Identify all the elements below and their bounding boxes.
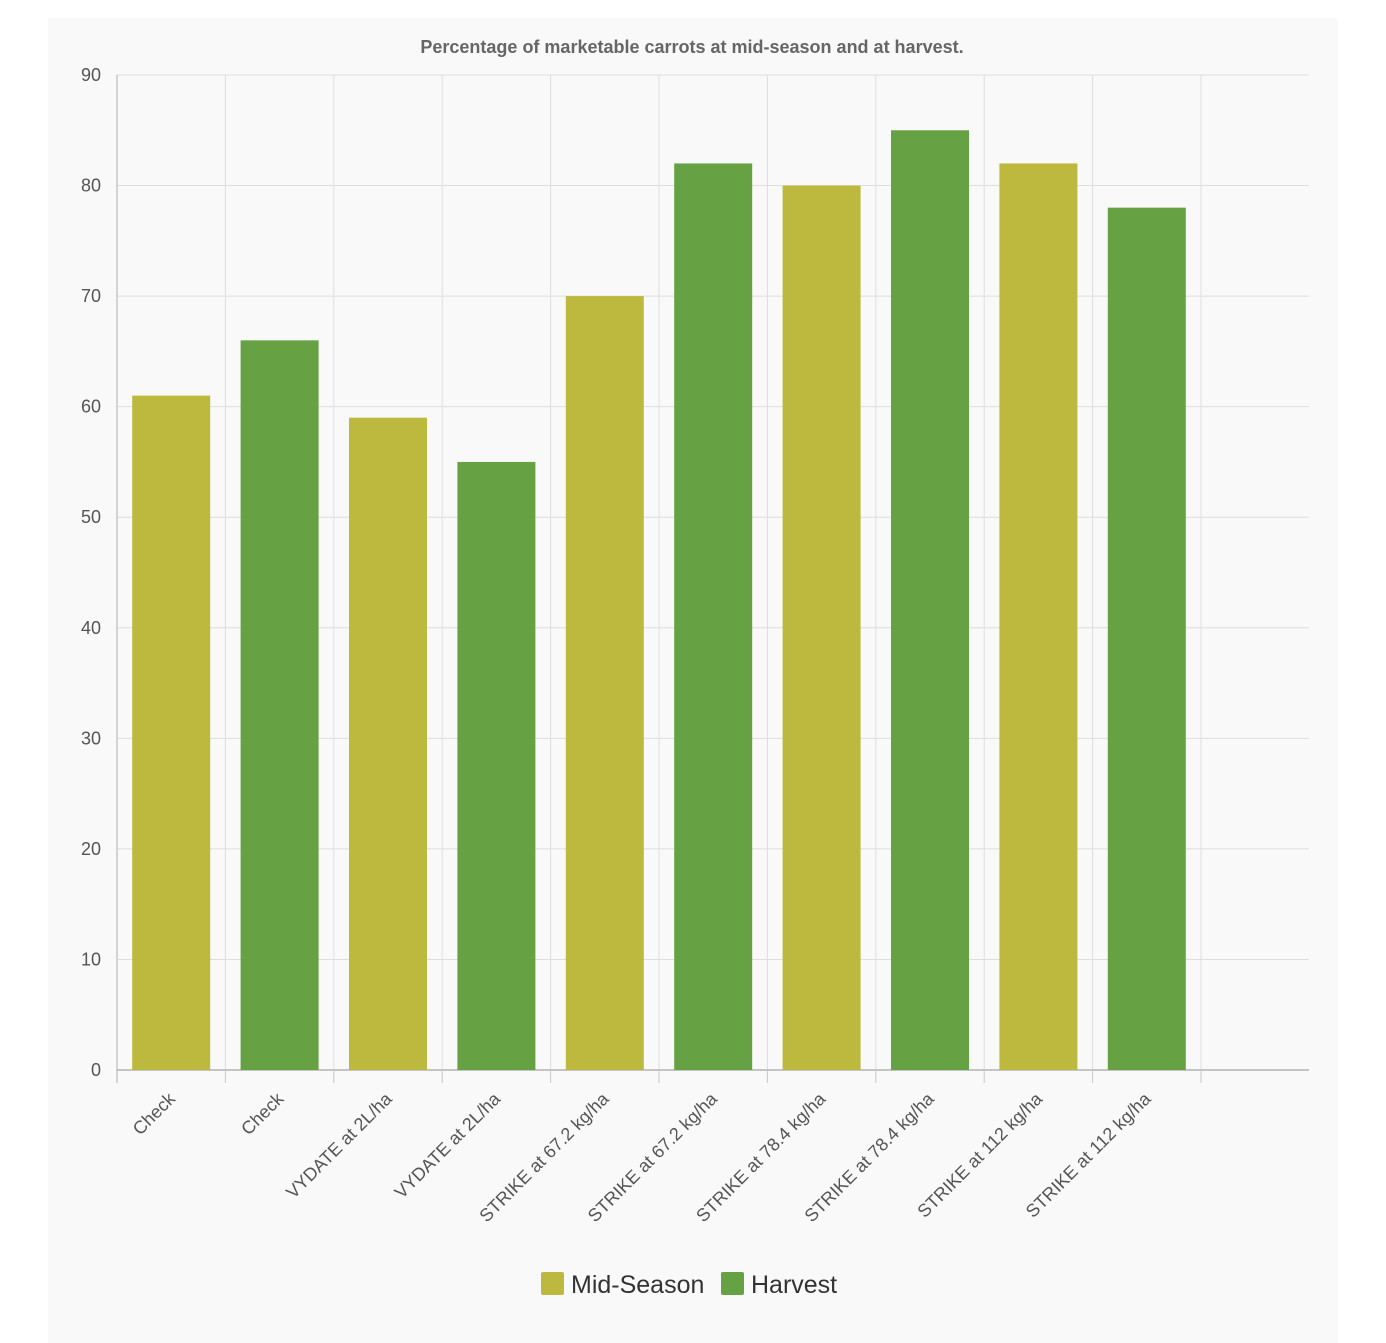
y-tick-label: 80 — [81, 176, 101, 196]
y-tick-label: 20 — [81, 839, 101, 859]
y-tick-label: 50 — [81, 507, 101, 527]
bar-harvest[interactable] — [457, 461, 536, 1070]
x-tick-label: STRIKE at 112 kg/ha — [1022, 1088, 1155, 1221]
legend: Mid-Season Harvest — [541, 1271, 837, 1299]
legend-swatch-harvest — [721, 1272, 744, 1295]
bars — [132, 130, 1186, 1071]
bar-mid-season[interactable] — [565, 296, 644, 1071]
chart-title: Percentage of marketable carrots at mid-… — [420, 37, 963, 57]
bar-mid-season[interactable] — [349, 417, 427, 1070]
y-axis-ticks: 0 10 20 30 40 50 60 70 80 90 — [81, 65, 101, 1080]
legend-swatch-mid-season — [541, 1272, 564, 1295]
bar-mid-season[interactable] — [782, 185, 861, 1071]
bar-harvest[interactable] — [1107, 207, 1186, 1070]
y-tick-label: 10 — [81, 949, 101, 969]
legend-item-mid-season[interactable]: Mid-Season — [541, 1271, 704, 1299]
legend-label-harvest: Harvest — [751, 1271, 837, 1299]
y-tick-label: 70 — [81, 286, 101, 306]
bar-harvest[interactable] — [240, 340, 319, 1070]
y-tick-label: 0 — [91, 1060, 101, 1080]
y-tick-label: 90 — [81, 65, 101, 85]
legend-item-harvest[interactable]: Harvest — [721, 1271, 837, 1299]
bar-harvest[interactable] — [674, 163, 753, 1070]
x-tick-label: VYDATE at 2L/ha — [391, 1088, 505, 1202]
bar-mid-season[interactable] — [132, 395, 211, 1071]
y-tick-label: 30 — [81, 728, 101, 748]
legend-label-mid-season: Mid-Season — [571, 1271, 704, 1299]
x-tick-label: Check — [237, 1088, 288, 1139]
y-tick-label: 60 — [81, 397, 101, 417]
bar-mid-season[interactable] — [999, 163, 1078, 1070]
x-tick-label: Check — [129, 1088, 180, 1139]
bar-harvest[interactable] — [891, 130, 969, 1070]
x-tick-label: VYDATE at 2L/ha — [282, 1088, 396, 1202]
y-tick-label: 40 — [81, 618, 101, 638]
